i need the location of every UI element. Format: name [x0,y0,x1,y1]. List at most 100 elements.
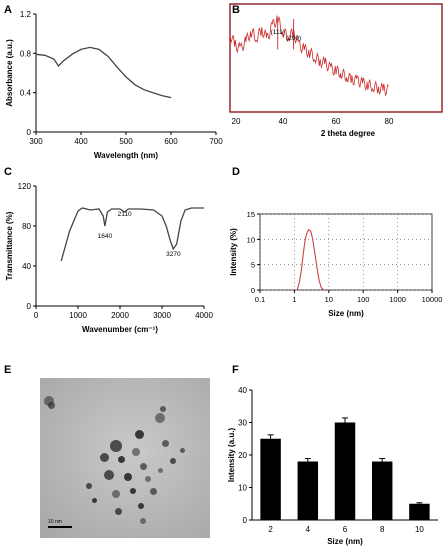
nanoparticle [160,406,166,412]
plot-frame [259,213,433,291]
x-tick-label: 1000 [69,311,87,320]
panel-label-e: E [4,364,12,376]
scale-bar-label: 10 nm [48,519,62,525]
panel-label-d: D [232,166,240,178]
nanoparticle [100,453,109,462]
y-tick-label: 10 [238,484,247,493]
scale-bar [48,526,72,528]
y-tick-label: 15 [247,210,255,219]
bar-10 [409,503,430,520]
nanoparticle [158,468,163,473]
chart-size-bars: 0 10 20 30 40 2 4 6 8 10 Size (nm) Intensity (a.u.) [227,386,438,546]
series-line-0 [296,228,324,291]
y-tick-label: 120 [18,182,32,191]
y-axis-label: Intensity (%) [229,228,238,276]
x-tick-label: 100 [357,295,370,304]
y-axis-label: Absorbance (a.u.) [5,39,14,107]
bar-2 [260,438,281,520]
bar-4 [297,461,319,520]
nanoparticle [162,440,169,447]
peak-label: (200) [286,35,301,42]
x-axis-label: 2 theta degree [321,129,376,138]
x-tick-label: 8 [380,525,385,534]
x-tick-label: 600 [164,137,178,146]
nanoparticle [138,503,144,509]
y-tick-label: 5 [251,261,255,270]
y-axis-label: Transmittance (%) [5,211,14,280]
nanoparticle [130,488,136,494]
peak-label: (111) [271,29,285,36]
chart-absorbance: 300 400 500 600 700 0 0.4 0.8 1.2 Wavelength (nm)… [5,10,223,160]
x-tick-label: 0 [34,311,39,320]
nanoparticle [92,498,97,503]
x-tick-label: 4 [306,525,311,534]
y-tick-label: 40 [238,386,247,395]
nanoparticle [135,430,144,439]
x-tick-label: 0.1 [255,295,265,304]
x-tick-label: 80 [385,117,394,126]
nanoparticle [48,402,55,409]
x-tick-label: 6 [343,525,348,534]
x-axis-label: Wavenumber (cm⁻¹) [82,325,158,334]
x-tick-label: 60 [332,117,341,126]
y-tick-label: 10 [247,235,255,244]
bar-8 [371,461,393,520]
nanoparticle [86,483,92,489]
series-line-0 [35,46,172,99]
x-tick-label: 3000 [153,311,171,320]
y-tick-label: 0 [251,286,255,295]
y-tick-label: 20 [238,451,247,460]
x-tick-label: 2000 [111,311,129,320]
series-line-0 [60,207,204,262]
x-tick-label: 10000 [422,295,443,304]
x-tick-label: 700 [209,137,223,146]
nanoparticle [44,396,54,406]
nanoparticle [115,508,122,515]
nanoparticle [170,458,176,464]
panel-label-f: F [232,364,239,376]
peak-label: 3270 [166,251,181,258]
y-tick-label: 30 [238,419,247,428]
chart-ftir: 0 1000 2000 3000 4000 0 40 80 120 Wavenumber (cm⁻… [5,182,213,334]
nanoparticle [155,413,165,423]
nanoparticle [104,470,114,480]
y-tick-label: 0 [243,516,248,525]
x-tick-label: 20 [232,117,241,126]
peak-label: 1640 [98,233,113,240]
nanoparticle [112,490,120,498]
x-tick-label: 10 [415,525,424,534]
nanoparticle [140,463,147,470]
x-tick-label: 300 [29,137,43,146]
nanoparticle [145,476,151,482]
y-tick-label: 1.2 [20,10,32,19]
nanoparticle [118,456,125,463]
y-tick-label: 0.8 [20,49,32,58]
panel-label-c: C [4,166,12,178]
x-tick-label: 1 [292,295,296,304]
y-tick-label: 80 [22,222,31,231]
plot-frame [229,3,443,113]
x-tick-label: 10 [325,295,333,304]
y-tick-label: 0 [27,128,32,137]
chart-dls: 0.1 1 10 100 1000 10000 0 5 10 15 Size (nm) Intensi… [229,210,443,318]
y-tick-label: 0 [27,302,32,311]
y-axis-label: Intensity (a.u.) [227,428,236,483]
x-tick-label: 400 [74,137,88,146]
nanoparticle [124,473,132,481]
x-tick-label: 1000 [389,295,406,304]
x-tick-label: 500 [119,137,133,146]
x-tick-label: 4000 [195,311,213,320]
bar-6 [334,422,356,520]
nanoparticle [180,448,185,453]
x-tick-label: 2 [268,525,273,534]
nanoparticle [140,518,146,524]
x-axis-label: Size (nm) [328,309,364,318]
y-tick-label: 0.4 [20,89,32,98]
x-axis-label: Size (nm) [327,537,363,546]
x-axis-label: Wavelength (nm) [94,151,158,160]
peak-label: 2110 [118,211,132,218]
nanoparticle [150,488,157,495]
nanoparticle [132,448,140,456]
panel-label-b: B [232,4,240,16]
